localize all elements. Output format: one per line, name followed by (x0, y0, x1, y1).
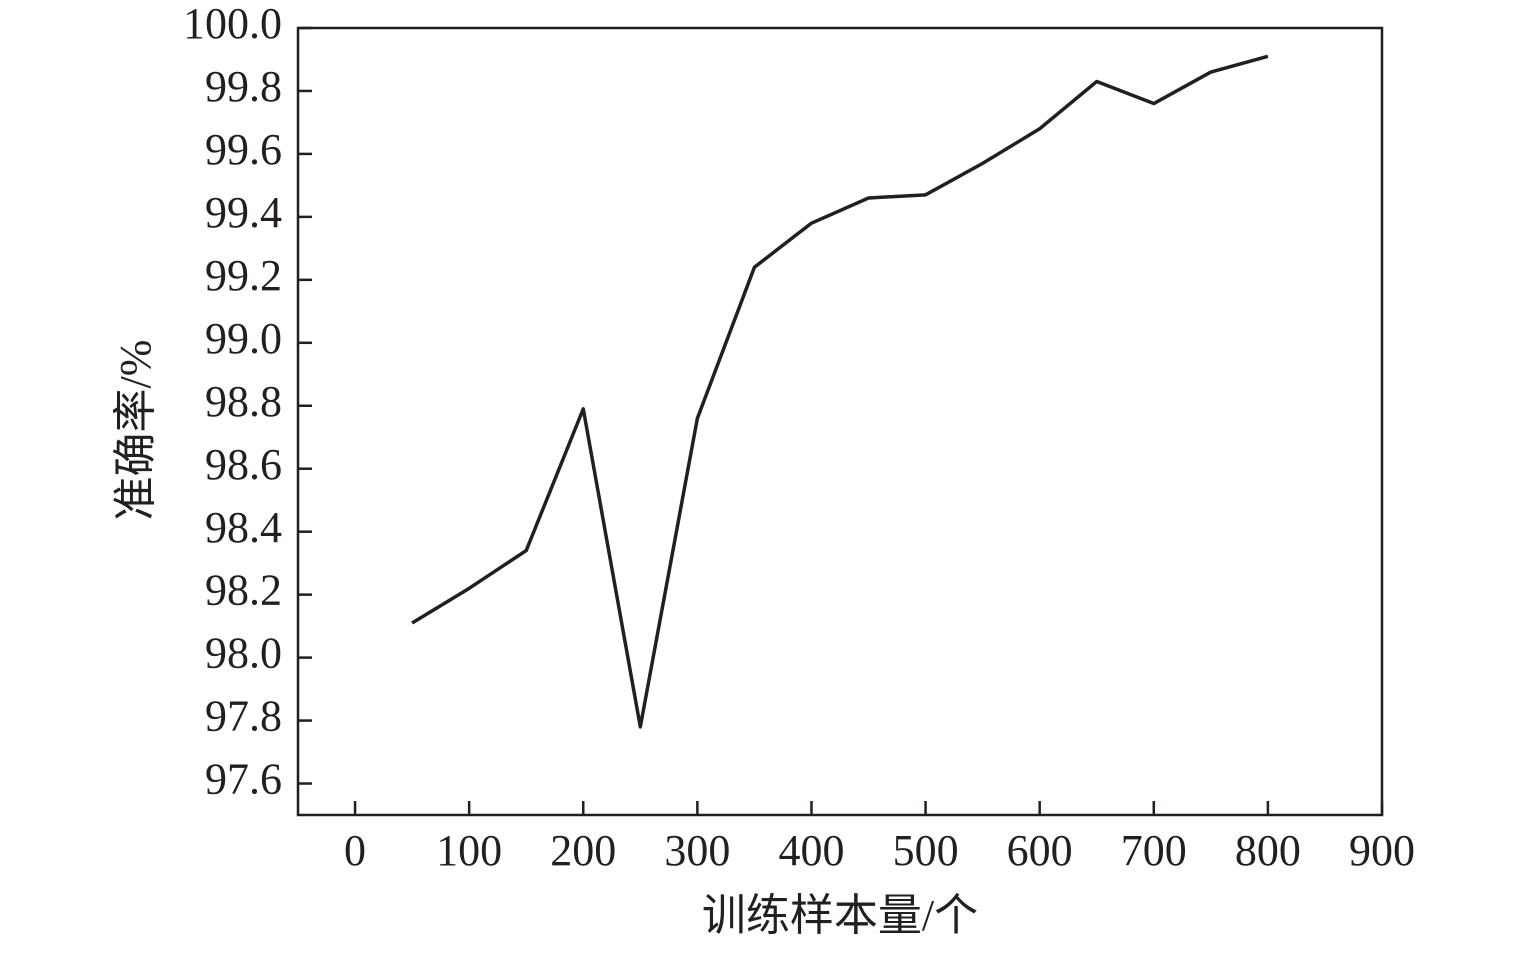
x-tick-label: 400 (778, 826, 844, 875)
plot-frame (296, 26, 1384, 817)
y-tick-label: 98.2 (205, 566, 282, 615)
y-tick-label: 98.4 (205, 503, 282, 552)
x-tick-label: 700 (1121, 826, 1187, 875)
x-tick-label: 800 (1235, 826, 1301, 875)
y-tick-label: 99.6 (205, 125, 282, 174)
y-tick-label: 98.6 (205, 440, 282, 489)
y-tick-label: 97.8 (205, 692, 282, 741)
x-axis-label: 训练样本量/个 (702, 891, 978, 940)
data-line (411, 54, 1269, 729)
x-tick-label: 200 (550, 826, 616, 875)
x-tick-label: 300 (664, 826, 730, 875)
y-tick-label: 100.0 (183, 0, 282, 48)
y-tick-label: 98.8 (205, 377, 282, 426)
x-tick-label: 100 (436, 826, 502, 875)
y-tick-label: 99.2 (205, 251, 282, 300)
x-tick-label: 0 (344, 826, 366, 875)
y-tick-label: 97.6 (205, 755, 282, 804)
y-tick-label: 99.4 (205, 188, 282, 237)
y-tick-label: 99.8 (205, 62, 282, 111)
x-tick-label: 600 (1007, 826, 1073, 875)
x-tick-label: 900 (1349, 826, 1415, 875)
y-tick-label: 98.0 (205, 629, 282, 678)
x-tick-label: 500 (893, 826, 959, 875)
y-axis-label: 准确率/% (111, 340, 160, 521)
y-tick-label: 99.0 (205, 314, 282, 363)
